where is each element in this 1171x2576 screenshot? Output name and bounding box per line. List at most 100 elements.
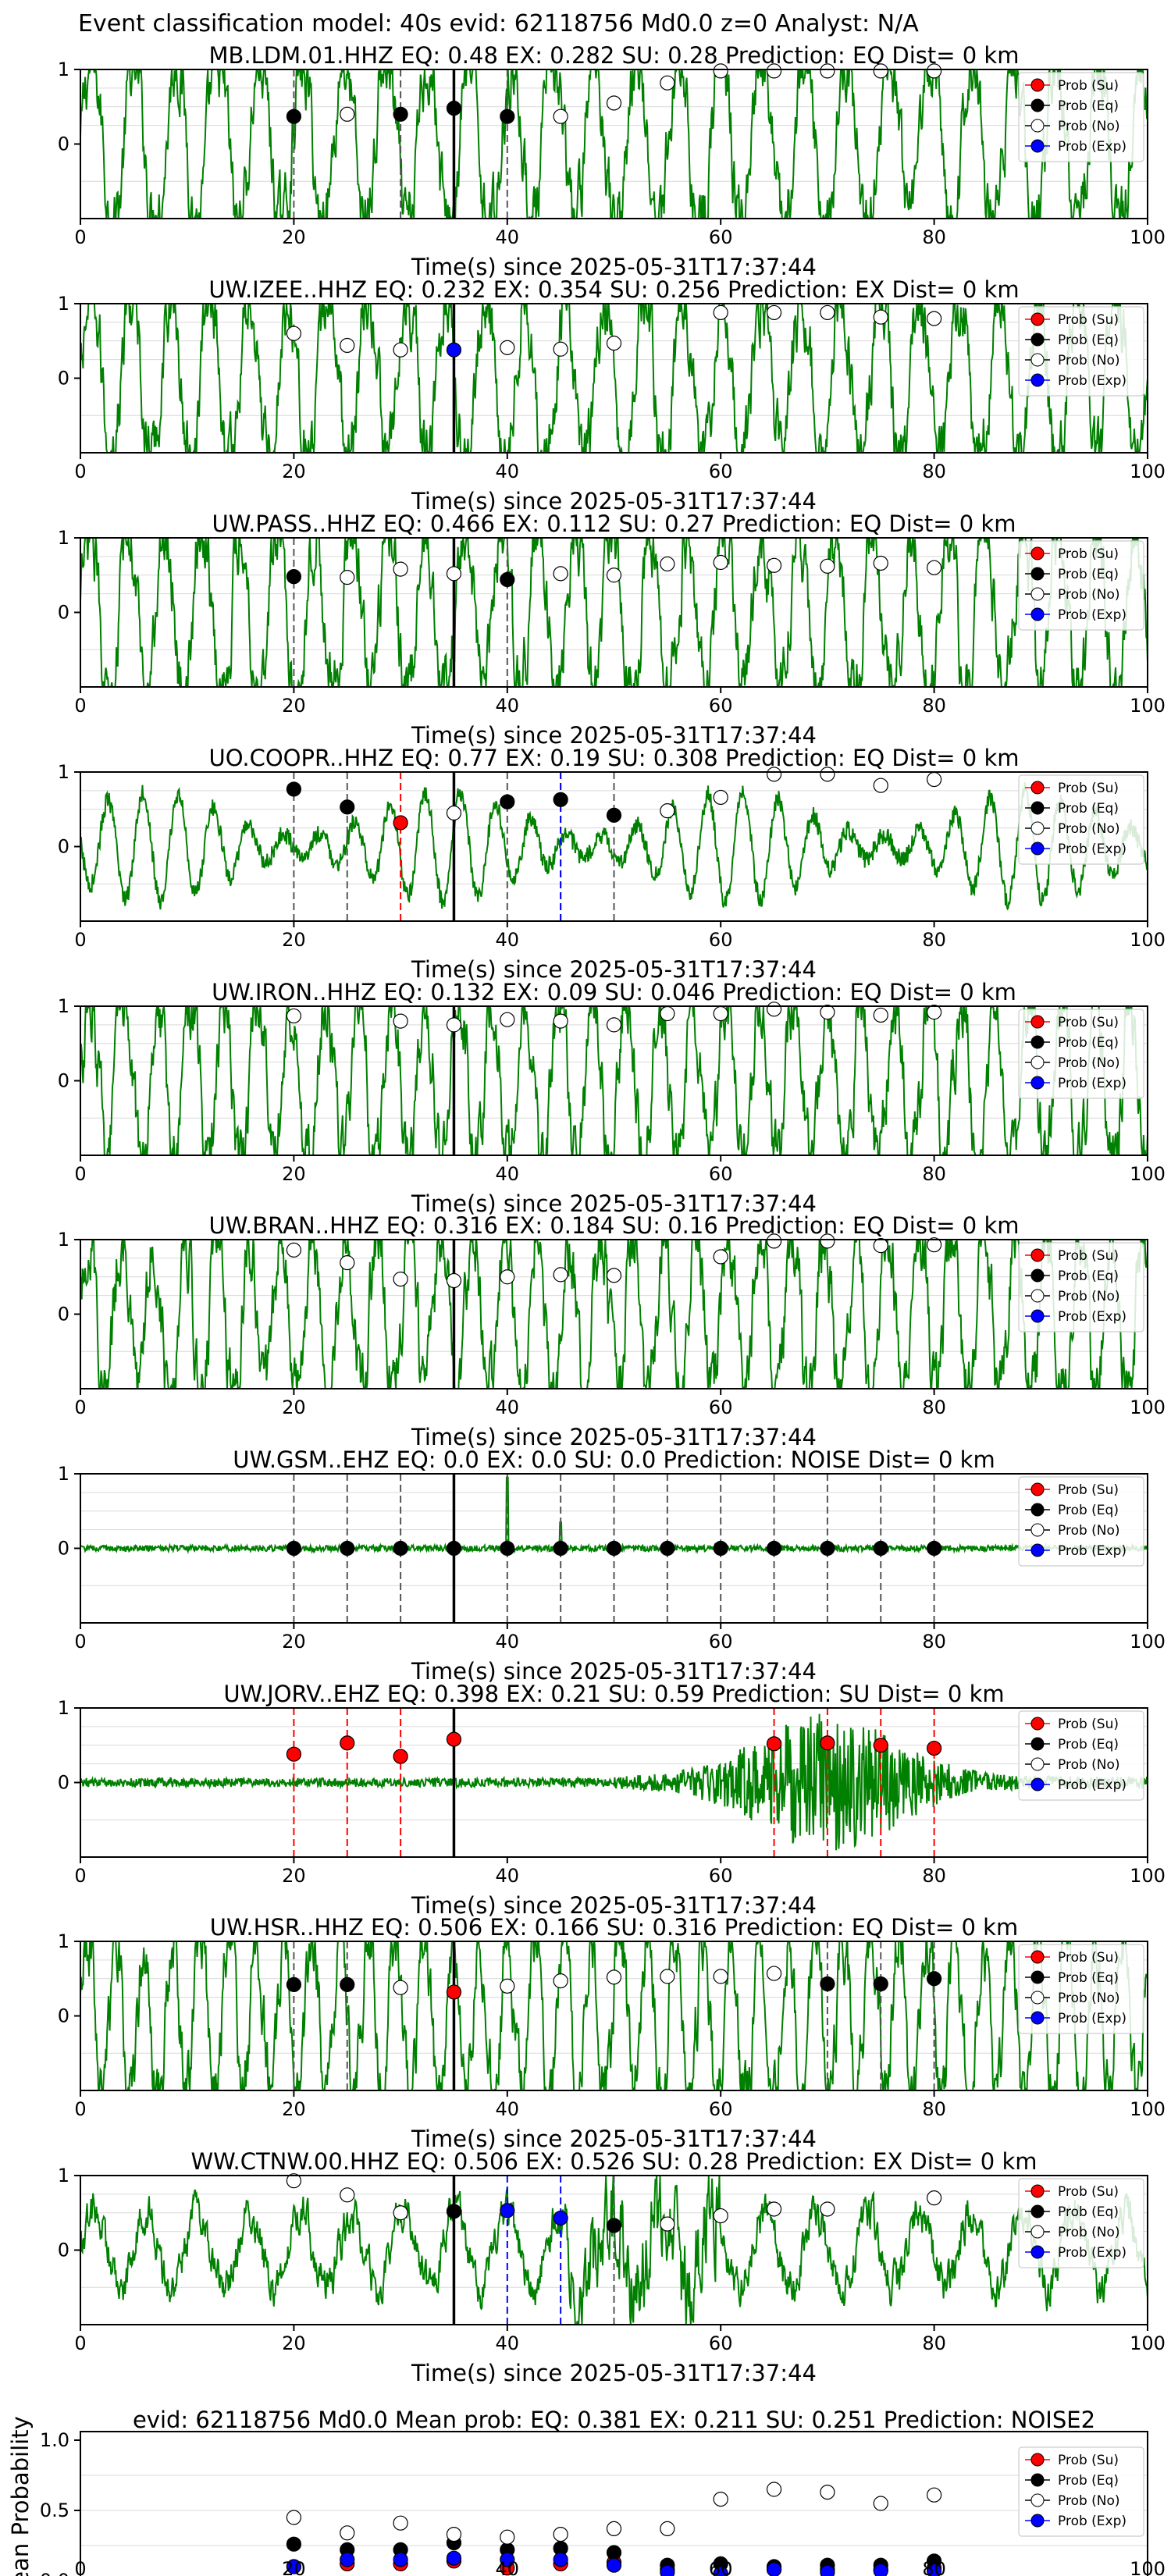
- prob-point-no: [820, 304, 835, 321]
- legend-marker-eq: [1030, 2204, 1045, 2218]
- panel-title: UO.COOPR..HHZ EQ: 0.77 EX: 0.19 SU: 0.30…: [208, 745, 1019, 771]
- prob-point-no: [766, 2201, 782, 2217]
- prob-point-eq: [500, 571, 515, 588]
- prob-point-exp: [446, 342, 462, 358]
- prob-point-eq: [873, 1540, 888, 1557]
- prob-point-eq: [606, 807, 622, 823]
- mean-prob-point-exp: [927, 2563, 942, 2576]
- prob-point-eq: [926, 1540, 942, 1557]
- prob-point-no: [926, 311, 942, 326]
- legend-label-no: Prob (No): [1058, 587, 1120, 603]
- x-tick-label: 0: [74, 1397, 86, 1418]
- x-tick-label: 60: [709, 2098, 733, 2120]
- x-tick-label: 80: [922, 2332, 946, 2354]
- legend-label-no: Prob (No): [1058, 1523, 1120, 1539]
- x-tick-label: 20: [282, 461, 306, 482]
- prob-point-no: [926, 771, 942, 788]
- legend-label-exp: Prob (Exp): [1058, 2011, 1127, 2026]
- x-tick-label: 100: [1130, 2098, 1166, 2120]
- legend-label-eq: Prob (Eq): [1058, 801, 1119, 817]
- prob-point-no: [660, 556, 675, 572]
- x-tick-label: 40: [496, 1865, 520, 1887]
- waveform-trace: [80, 304, 1148, 453]
- grid: [80, 1726, 1148, 1820]
- mean-prob-point-no: [393, 2515, 408, 2531]
- legend-label-exp: Prob (Exp): [1058, 1076, 1127, 1091]
- legend-marker-no: [1030, 2493, 1045, 2507]
- prob-point-no: [340, 2187, 355, 2203]
- legend-marker-no: [1030, 2225, 1045, 2239]
- x-tick-label: 60: [709, 1865, 733, 1887]
- prob-point-no: [820, 63, 835, 79]
- x-tick-label: 60: [709, 2332, 733, 2354]
- y-tick-label: 0.0: [40, 2570, 69, 2576]
- prob-point-no: [553, 109, 568, 124]
- y-tick-label: 0: [58, 1304, 69, 1325]
- legend-marker-no: [1030, 1991, 1045, 2005]
- prob-point-no: [820, 2201, 835, 2217]
- prob-point-no: [446, 805, 462, 821]
- panel-title: UW.IZEE..HHZ EQ: 0.232 EX: 0.354 SU: 0.2…: [208, 276, 1019, 303]
- x-tick-label: 20: [282, 1163, 306, 1185]
- y-tick-label: 0: [58, 368, 69, 390]
- prob-point-no: [393, 1980, 408, 1995]
- mean-prob-point-no: [820, 2485, 835, 2500]
- y-tick-label: 1: [58, 527, 69, 549]
- legend-box: [1018, 1009, 1144, 1099]
- legend-label-eq: Prob (Eq): [1058, 2204, 1119, 2220]
- legend-label-su: Prob (Su): [1058, 1248, 1119, 1264]
- legend-marker-eq: [1030, 1268, 1045, 1283]
- legend-marker-su: [1030, 1717, 1045, 1731]
- legend-label-no: Prob (No): [1058, 1757, 1120, 1773]
- prob-point-eq: [446, 2204, 462, 2219]
- legend-marker-exp: [1030, 139, 1045, 153]
- mean-prob-point-no: [926, 2487, 942, 2503]
- prob-point-eq: [393, 106, 408, 122]
- legend-marker-eq: [1030, 1035, 1045, 1049]
- prob-point-no: [873, 63, 888, 79]
- prob-point-no: [926, 63, 942, 79]
- legend-label-no: Prob (No): [1058, 1289, 1120, 1304]
- legend-label-eq: Prob (Eq): [1058, 98, 1119, 114]
- x-tick-label: 0: [74, 1865, 86, 1887]
- x-tick-label: 60: [709, 226, 733, 248]
- legend-label-exp: Prob (Exp): [1058, 139, 1127, 155]
- prob-point-no: [553, 341, 568, 357]
- x-tick-label: 20: [282, 2098, 306, 2120]
- legend-label-no: Prob (No): [1058, 2225, 1120, 2240]
- prob-point-no: [766, 63, 782, 79]
- prob-point-no: [553, 1013, 568, 1029]
- legend-box: [1018, 1710, 1144, 1801]
- x-tick-label: 80: [922, 1397, 946, 1418]
- legend-label-no: Prob (No): [1058, 353, 1120, 368]
- mean-prob-point-no: [713, 2492, 728, 2507]
- y-tick-label: 1: [58, 1463, 69, 1485]
- y-tick-label: 1: [58, 995, 69, 1017]
- x-tick-label: 0: [74, 1631, 86, 1653]
- prob-point-no: [553, 1973, 568, 1989]
- y-tick-label: 1: [58, 59, 69, 80]
- prob-point-eq: [820, 1976, 835, 1992]
- legend-label-eq: Prob (Eq): [1058, 1503, 1119, 1518]
- x-tick-label: 40: [496, 1631, 520, 1653]
- x-tick-label: 20: [282, 929, 306, 951]
- prob-point-no: [713, 2208, 728, 2224]
- legend-marker-exp: [1030, 1777, 1045, 1791]
- panel-title: UW.HSR..HHZ EQ: 0.506 EX: 0.166 SU: 0.31…: [210, 1914, 1018, 1941]
- x-tick-label: 100: [1130, 1397, 1166, 1418]
- y-tick-label: 0: [58, 1538, 69, 1560]
- legend-label-eq: Prob (Eq): [1058, 2473, 1119, 2489]
- prob-point-no: [926, 2190, 942, 2206]
- prob-point-su: [873, 1738, 888, 1753]
- prob-point-no: [286, 1008, 301, 1024]
- waveform-trace: [80, 1941, 1148, 2090]
- mean-prob-point-no: [500, 2529, 515, 2545]
- prob-point-no: [446, 1272, 462, 1289]
- prob-point-no: [500, 1012, 515, 1027]
- x-tick-label: 0: [74, 461, 86, 482]
- mean-prob-point-eq: [286, 2536, 301, 2552]
- mean-prob-point-no: [553, 2527, 568, 2542]
- legend-box: [1018, 2178, 1144, 2268]
- prob-point-no: [340, 1255, 355, 1271]
- y-tick-label: 0: [58, 602, 69, 624]
